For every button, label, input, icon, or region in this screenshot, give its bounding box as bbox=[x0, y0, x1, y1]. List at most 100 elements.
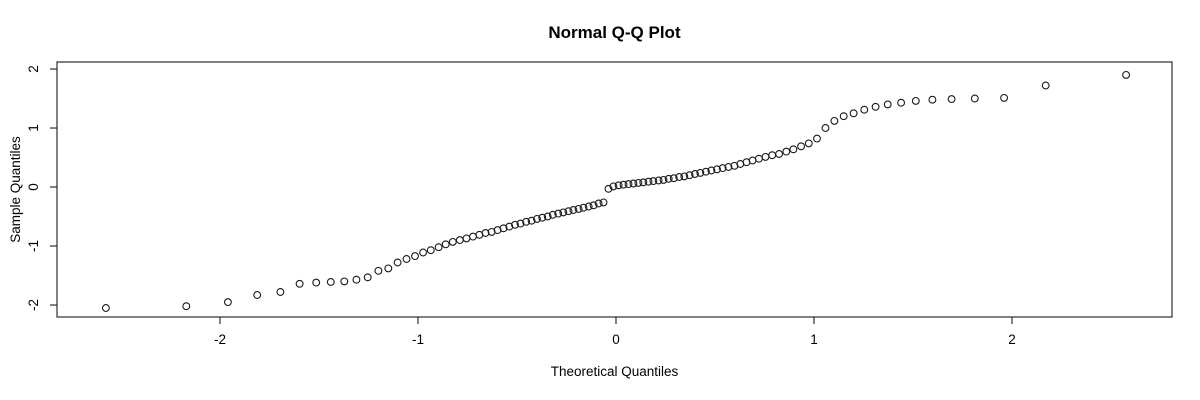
data-point bbox=[830, 116, 839, 125]
data-point bbox=[775, 150, 784, 158]
data-point bbox=[402, 255, 411, 263]
data-point bbox=[639, 178, 648, 187]
data-point bbox=[374, 266, 383, 275]
data-point bbox=[326, 278, 335, 286]
data-point bbox=[276, 288, 285, 296]
data-point bbox=[411, 252, 419, 261]
data-point bbox=[664, 174, 673, 183]
data-point bbox=[659, 175, 668, 184]
x-axis-label: Theoretical Quantiles bbox=[551, 364, 679, 379]
y-tick-label: 1 bbox=[26, 124, 41, 132]
data-point bbox=[970, 94, 979, 103]
data-point bbox=[768, 151, 777, 160]
data-point bbox=[569, 206, 578, 214]
data-point bbox=[871, 102, 880, 111]
data-point bbox=[789, 145, 798, 154]
data-point bbox=[426, 246, 435, 255]
data-point bbox=[928, 95, 937, 104]
data-point bbox=[455, 236, 464, 245]
x-tick-label: 2 bbox=[1008, 332, 1016, 347]
data-point bbox=[813, 134, 821, 143]
data-point bbox=[223, 298, 232, 307]
data-point bbox=[538, 213, 547, 222]
data-point bbox=[448, 237, 457, 246]
data-point bbox=[604, 184, 613, 193]
data-point bbox=[649, 177, 658, 186]
data-point bbox=[748, 156, 757, 165]
data-point bbox=[839, 112, 848, 121]
data-point bbox=[691, 170, 699, 178]
data-point bbox=[797, 142, 806, 151]
x-tick-label: 0 bbox=[612, 332, 620, 347]
data-point bbox=[548, 210, 557, 219]
data-point bbox=[675, 173, 684, 181]
data-point bbox=[579, 203, 588, 212]
y-axis-label: Sample Quantiles bbox=[8, 136, 23, 243]
data-point bbox=[499, 224, 508, 233]
y-tick-label: 2 bbox=[26, 65, 41, 73]
data-point bbox=[1000, 93, 1009, 102]
data-point bbox=[619, 180, 628, 189]
data-point bbox=[718, 164, 727, 173]
data-point bbox=[654, 176, 663, 185]
plot-title: Normal Q-Q Plot bbox=[548, 23, 681, 42]
data-point bbox=[469, 232, 477, 241]
data-point bbox=[505, 222, 514, 231]
x-tick-label: -2 bbox=[214, 332, 226, 347]
data-point bbox=[312, 278, 321, 287]
data-point bbox=[701, 167, 710, 176]
data-point bbox=[599, 198, 608, 207]
data-point bbox=[352, 275, 361, 284]
data-point bbox=[384, 264, 393, 273]
x-axis: -2 -1 0 1 2 bbox=[214, 317, 1016, 347]
x-tick-label: 1 bbox=[810, 332, 818, 347]
data-point bbox=[947, 95, 956, 104]
data-point bbox=[821, 124, 830, 132]
data-point bbox=[182, 302, 191, 311]
data-point bbox=[516, 219, 525, 228]
data-point bbox=[295, 279, 304, 288]
data-point bbox=[634, 178, 643, 187]
data-point bbox=[680, 172, 689, 181]
data-point bbox=[527, 216, 536, 225]
y-tick-label: 0 bbox=[26, 183, 41, 191]
data-point bbox=[707, 166, 716, 175]
x-tick-label: -1 bbox=[412, 332, 424, 347]
data-point bbox=[511, 220, 519, 229]
data-point bbox=[761, 152, 770, 161]
data-point bbox=[554, 209, 563, 218]
data-point bbox=[685, 171, 694, 180]
data-point bbox=[253, 291, 262, 299]
data-point bbox=[101, 304, 110, 312]
plot-box bbox=[56, 61, 1173, 318]
data-point bbox=[883, 100, 892, 109]
data-point bbox=[522, 217, 531, 226]
data-point bbox=[481, 229, 490, 237]
data-point bbox=[644, 177, 653, 186]
data-point bbox=[462, 234, 471, 243]
data-point bbox=[804, 139, 813, 148]
data-point bbox=[629, 179, 638, 188]
y-tick-label: -2 bbox=[26, 299, 41, 311]
data-point bbox=[594, 199, 603, 208]
data-point bbox=[754, 154, 763, 163]
data-point bbox=[911, 96, 920, 105]
data-point bbox=[669, 174, 678, 183]
data-point bbox=[441, 240, 450, 249]
data-point bbox=[1122, 70, 1131, 79]
data-point bbox=[393, 258, 402, 267]
data-point bbox=[559, 208, 568, 217]
data-point bbox=[713, 165, 721, 174]
data-point bbox=[614, 181, 623, 190]
data-point bbox=[363, 273, 372, 282]
y-tick-label: -1 bbox=[26, 240, 41, 252]
data-point bbox=[696, 168, 705, 177]
data-point bbox=[860, 105, 869, 114]
data-point bbox=[724, 163, 733, 171]
data-point bbox=[589, 201, 598, 210]
data-point bbox=[533, 214, 541, 223]
data-point bbox=[609, 182, 618, 191]
data-point bbox=[782, 147, 791, 156]
